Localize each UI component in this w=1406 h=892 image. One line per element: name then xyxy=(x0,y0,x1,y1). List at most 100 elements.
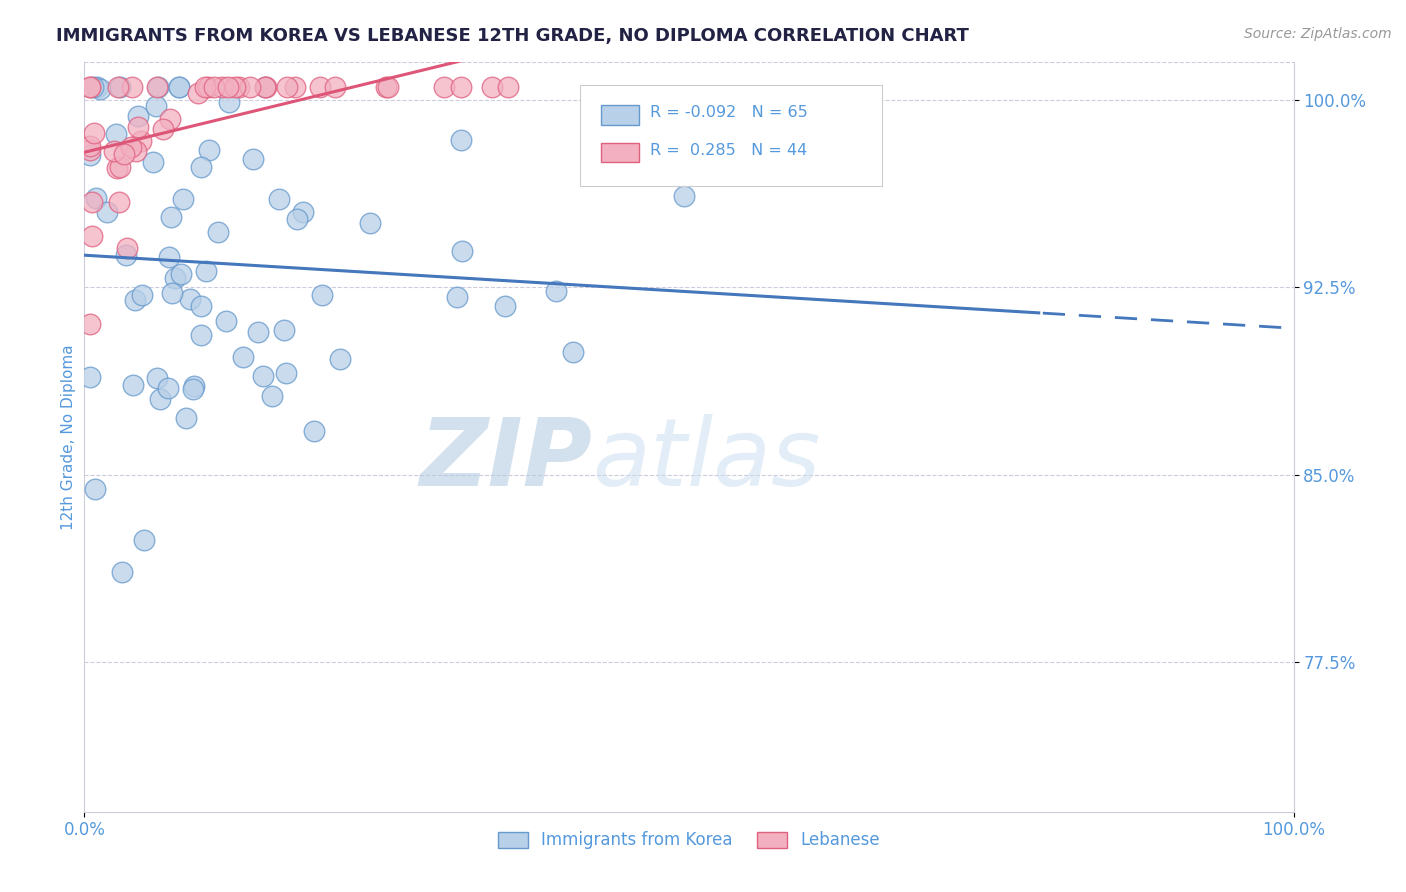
Point xyxy=(79,80,101,95)
Point xyxy=(96,205,118,219)
Bar xyxy=(600,105,640,125)
Point xyxy=(105,161,128,175)
Point xyxy=(127,120,149,134)
Point xyxy=(82,80,104,95)
Point xyxy=(242,152,264,166)
Point xyxy=(187,86,209,100)
Text: R = -0.092   N = 65: R = -0.092 N = 65 xyxy=(650,105,808,120)
Point xyxy=(284,80,307,95)
Point xyxy=(108,160,131,174)
Point xyxy=(253,80,276,95)
Point xyxy=(228,80,250,95)
Point xyxy=(83,126,105,140)
Point xyxy=(79,370,101,384)
Point xyxy=(202,80,225,95)
Point xyxy=(167,80,190,95)
Point xyxy=(273,323,295,337)
Point xyxy=(129,134,152,148)
Point xyxy=(159,210,181,224)
Point xyxy=(79,143,101,157)
Point xyxy=(79,80,101,95)
Point xyxy=(285,212,308,227)
Point xyxy=(124,293,146,307)
Point xyxy=(359,216,381,230)
Point xyxy=(260,389,283,403)
Point xyxy=(142,155,165,169)
Point xyxy=(160,286,183,301)
Point xyxy=(190,300,212,314)
Point xyxy=(231,350,253,364)
Point xyxy=(84,191,107,205)
Point xyxy=(224,80,246,95)
Point xyxy=(673,189,696,203)
Point xyxy=(131,287,153,301)
Point xyxy=(276,80,298,95)
Point xyxy=(481,80,503,95)
Point xyxy=(79,139,101,153)
Point xyxy=(181,382,204,396)
Point xyxy=(194,264,217,278)
Point xyxy=(253,80,276,95)
Point xyxy=(496,80,519,95)
Point xyxy=(329,352,352,367)
Point xyxy=(115,241,138,255)
Point xyxy=(375,80,398,95)
Point xyxy=(544,284,567,298)
Point xyxy=(152,121,174,136)
Point xyxy=(179,293,201,307)
Legend: Immigrants from Korea, Lebanese: Immigrants from Korea, Lebanese xyxy=(491,824,887,855)
Point xyxy=(214,314,236,328)
Text: atlas: atlas xyxy=(592,414,821,505)
Point xyxy=(190,160,212,174)
Point xyxy=(304,424,326,438)
Point xyxy=(173,192,195,206)
Point xyxy=(276,366,298,380)
Point xyxy=(217,80,239,95)
Point xyxy=(450,133,472,147)
Point xyxy=(80,228,103,243)
Y-axis label: 12th Grade, No Diploma: 12th Grade, No Diploma xyxy=(60,344,76,530)
Point xyxy=(291,204,314,219)
Point xyxy=(197,80,219,95)
Point xyxy=(89,82,111,96)
Text: ZIP: ZIP xyxy=(419,414,592,506)
Point xyxy=(114,248,136,262)
Point xyxy=(157,381,180,395)
Point xyxy=(239,80,262,95)
Point xyxy=(79,317,101,331)
Point xyxy=(149,392,172,406)
Point xyxy=(254,80,277,95)
Point xyxy=(183,379,205,393)
Point xyxy=(121,80,143,95)
Point xyxy=(107,194,129,209)
Point xyxy=(159,112,181,126)
Point xyxy=(247,325,270,339)
Point xyxy=(311,288,333,302)
Point xyxy=(193,80,215,95)
FancyBboxPatch shape xyxy=(581,85,883,186)
Point xyxy=(167,80,190,95)
Point xyxy=(82,195,104,210)
Point xyxy=(446,290,468,304)
Point xyxy=(450,80,472,95)
Point xyxy=(146,371,169,385)
Bar xyxy=(600,143,640,162)
Point xyxy=(252,369,274,384)
Point xyxy=(79,148,101,162)
Point xyxy=(84,483,107,497)
Point xyxy=(122,378,145,392)
Point xyxy=(112,147,135,161)
Point xyxy=(165,270,187,285)
Point xyxy=(308,80,330,95)
Point xyxy=(451,244,474,259)
Point xyxy=(110,80,132,95)
Point xyxy=(198,144,221,158)
Point xyxy=(120,140,142,154)
Point xyxy=(190,328,212,343)
Point xyxy=(494,299,516,313)
Point xyxy=(127,109,149,123)
Text: IMMIGRANTS FROM KOREA VS LEBANESE 12TH GRADE, NO DIPLOMA CORRELATION CHART: IMMIGRANTS FROM KOREA VS LEBANESE 12TH G… xyxy=(56,27,969,45)
Point xyxy=(377,80,399,95)
Point xyxy=(86,80,108,95)
Point xyxy=(107,80,129,95)
